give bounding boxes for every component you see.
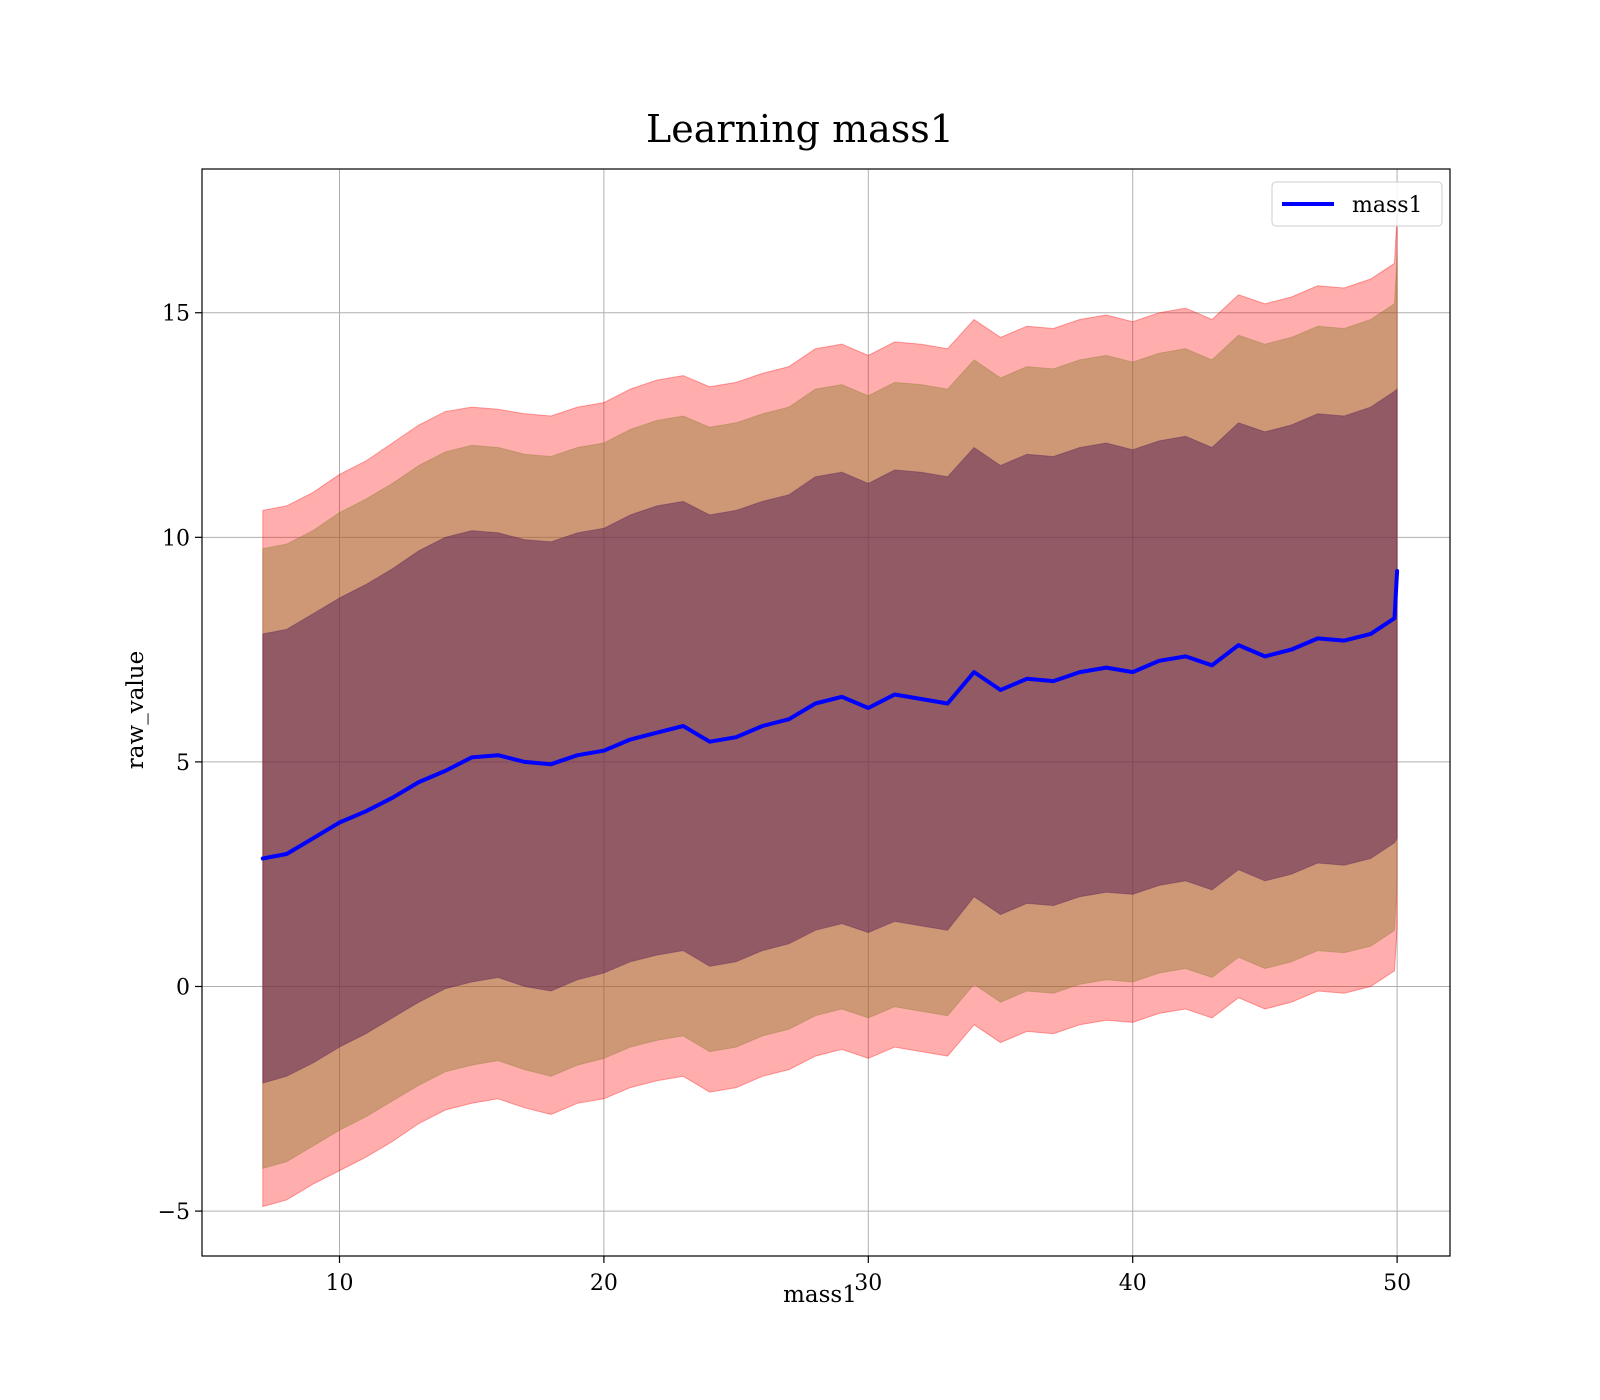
legend-label: mass1 bbox=[1352, 193, 1423, 218]
x-axis-label: mass1 bbox=[783, 1282, 857, 1308]
y-axis-label: raw_value bbox=[123, 651, 149, 769]
x-tick-label: 40 bbox=[1119, 1271, 1147, 1296]
series-line-mass1 bbox=[260, 569, 1400, 861]
axis-ticks: 10 20 30 40 50 −5 0 5 10 15 bbox=[158, 302, 1412, 1296]
y-tick-label: 0 bbox=[176, 975, 190, 1000]
x-tick-label: 30 bbox=[854, 1271, 882, 1296]
uncertainty-bands bbox=[262, 213, 1398, 1208]
chart-title: Learning mass1 bbox=[646, 107, 954, 151]
x-tick-label: 10 bbox=[325, 1271, 353, 1296]
legend-box bbox=[1271, 181, 1443, 227]
plot-area-frame bbox=[201, 168, 1451, 1257]
y-tick-label: 5 bbox=[176, 751, 190, 776]
y-tick-label: 15 bbox=[162, 302, 190, 327]
series-lines bbox=[260, 569, 1400, 861]
band-inner bbox=[262, 388, 1398, 1084]
x-tick-label: 50 bbox=[1383, 1271, 1411, 1296]
y-tick-label: 10 bbox=[162, 526, 190, 551]
legend: mass1 bbox=[1271, 181, 1443, 227]
y-tick-label: −5 bbox=[158, 1200, 190, 1225]
x-tick-label: 20 bbox=[590, 1271, 618, 1296]
